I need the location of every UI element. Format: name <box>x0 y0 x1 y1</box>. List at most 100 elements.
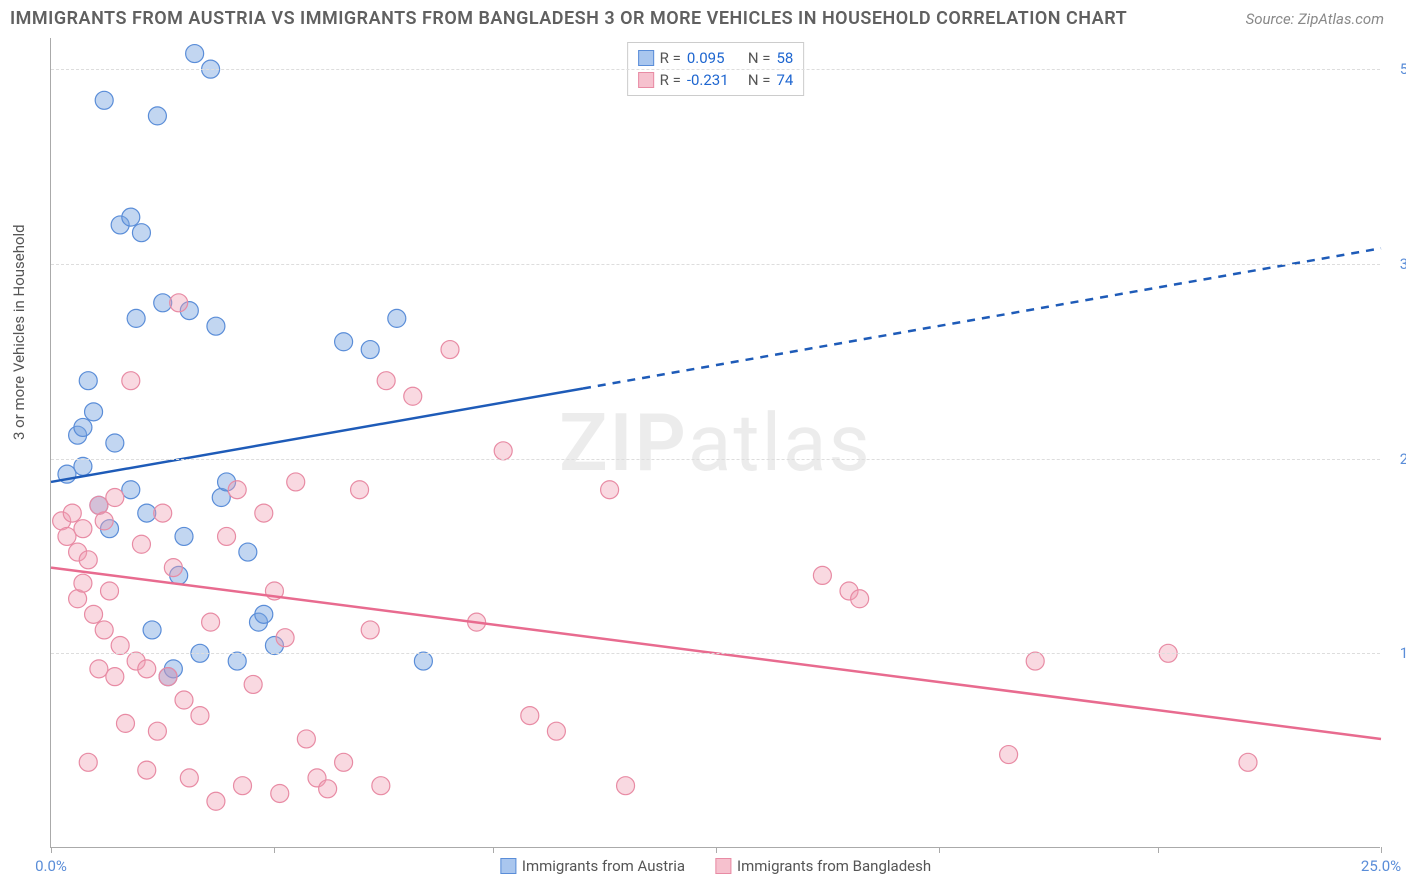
x-tick <box>51 847 52 853</box>
regression-line <box>51 388 583 481</box>
scatter-point <box>521 707 539 725</box>
scatter-point <box>271 784 289 802</box>
scatter-point <box>441 341 459 359</box>
x-tick <box>716 847 717 853</box>
scatter-point <box>95 512 113 530</box>
scatter-point <box>813 566 831 584</box>
scatter-point <box>180 769 198 787</box>
scatter-point <box>228 481 246 499</box>
n-label: N = <box>748 49 771 67</box>
legend-item: Immigrants from Bangladesh <box>715 857 931 875</box>
y-tick-label: 50.0% <box>1400 60 1406 78</box>
y-tick-label: 12.5% <box>1400 644 1406 662</box>
legend-series: Immigrants from Austria Immigrants from … <box>500 857 931 875</box>
scatter-point <box>372 777 390 795</box>
y-tick-label: 37.5% <box>1400 255 1406 273</box>
scatter-point <box>106 668 124 686</box>
scatter-point <box>287 473 305 491</box>
scatter-point <box>617 777 635 795</box>
scatter-point <box>276 629 294 647</box>
scatter-point <box>85 403 103 421</box>
y-tick-label: 25.0% <box>1400 450 1406 468</box>
scatter-point <box>79 372 97 390</box>
scatter-point <box>1000 746 1018 764</box>
scatter-point <box>122 372 140 390</box>
scatter-point <box>74 574 92 592</box>
scatter-point <box>351 481 369 499</box>
scatter-point <box>218 527 236 545</box>
gridline <box>51 69 1380 70</box>
y-axis-label: 3 or more Vehicles in Household <box>10 224 28 440</box>
legend-label: Immigrants from Austria <box>522 857 685 875</box>
scatter-point <box>90 660 108 678</box>
n-value: 74 <box>776 71 793 89</box>
x-tick <box>493 847 494 853</box>
scatter-point <box>851 590 869 608</box>
legend-item: Immigrants from Austria <box>500 857 685 875</box>
x-tick <box>1381 847 1382 853</box>
scatter-point <box>95 621 113 639</box>
legend-label: Immigrants from Bangladesh <box>737 857 931 875</box>
scatter-point <box>191 707 209 725</box>
scatter-point <box>297 730 315 748</box>
scatter-point <box>138 660 156 678</box>
scatter-point <box>106 434 124 452</box>
scatter-point <box>547 722 565 740</box>
scatter-point <box>132 535 150 553</box>
scatter-point <box>388 309 406 327</box>
scatter-point <box>228 652 246 670</box>
r-value: 0.095 <box>687 49 742 67</box>
scatter-point <box>95 91 113 109</box>
scatter-plot: ZIPatlas R = 0.095 N = 58 R = -0.231 N =… <box>50 38 1380 848</box>
scatter-point <box>175 527 193 545</box>
regression-line-dashed <box>583 248 1381 388</box>
gridline <box>51 653 1380 654</box>
legend-row: R = -0.231 N = 74 <box>638 69 794 91</box>
scatter-point <box>116 714 134 732</box>
scatter-point <box>361 621 379 639</box>
scatter-point <box>138 504 156 522</box>
legend-swatch <box>638 72 654 88</box>
scatter-point <box>127 309 145 327</box>
scatter-point <box>122 208 140 226</box>
scatter-point <box>361 341 379 359</box>
x-tick-label: 25.0% <box>1361 857 1401 875</box>
legend-swatch <box>715 858 731 874</box>
scatter-point <box>85 605 103 623</box>
r-value: -0.231 <box>687 71 742 89</box>
scatter-point <box>132 224 150 242</box>
scatter-point <box>79 551 97 569</box>
scatter-point <box>159 668 177 686</box>
scatter-point <box>377 372 395 390</box>
scatter-point <box>111 637 129 655</box>
x-tick <box>274 847 275 853</box>
scatter-point <box>74 418 92 436</box>
scatter-point <box>207 317 225 335</box>
scatter-point <box>404 387 422 405</box>
legend-swatch <box>638 50 654 66</box>
gridline <box>51 459 1380 460</box>
scatter-point <box>143 621 161 639</box>
scatter-point <box>58 527 76 545</box>
scatter-point <box>255 605 273 623</box>
scatter-point <box>1239 753 1257 771</box>
scatter-point <box>170 294 188 312</box>
scatter-point <box>335 753 353 771</box>
scatter-point <box>106 489 124 507</box>
scatter-point <box>164 559 182 577</box>
scatter-point <box>175 691 193 709</box>
scatter-point <box>255 504 273 522</box>
scatter-point <box>79 753 97 771</box>
gridline <box>51 264 1380 265</box>
scatter-point <box>319 780 337 798</box>
scatter-point <box>122 481 140 499</box>
r-label: R = <box>660 49 681 67</box>
scatter-point <box>154 504 172 522</box>
scatter-point <box>414 652 432 670</box>
x-tick <box>1158 847 1159 853</box>
scatter-point <box>335 333 353 351</box>
chart-title: IMMIGRANTS FROM AUSTRIA VS IMMIGRANTS FR… <box>10 8 1127 29</box>
scatter-point <box>63 504 81 522</box>
scatter-point <box>74 520 92 538</box>
x-tick <box>939 847 940 853</box>
